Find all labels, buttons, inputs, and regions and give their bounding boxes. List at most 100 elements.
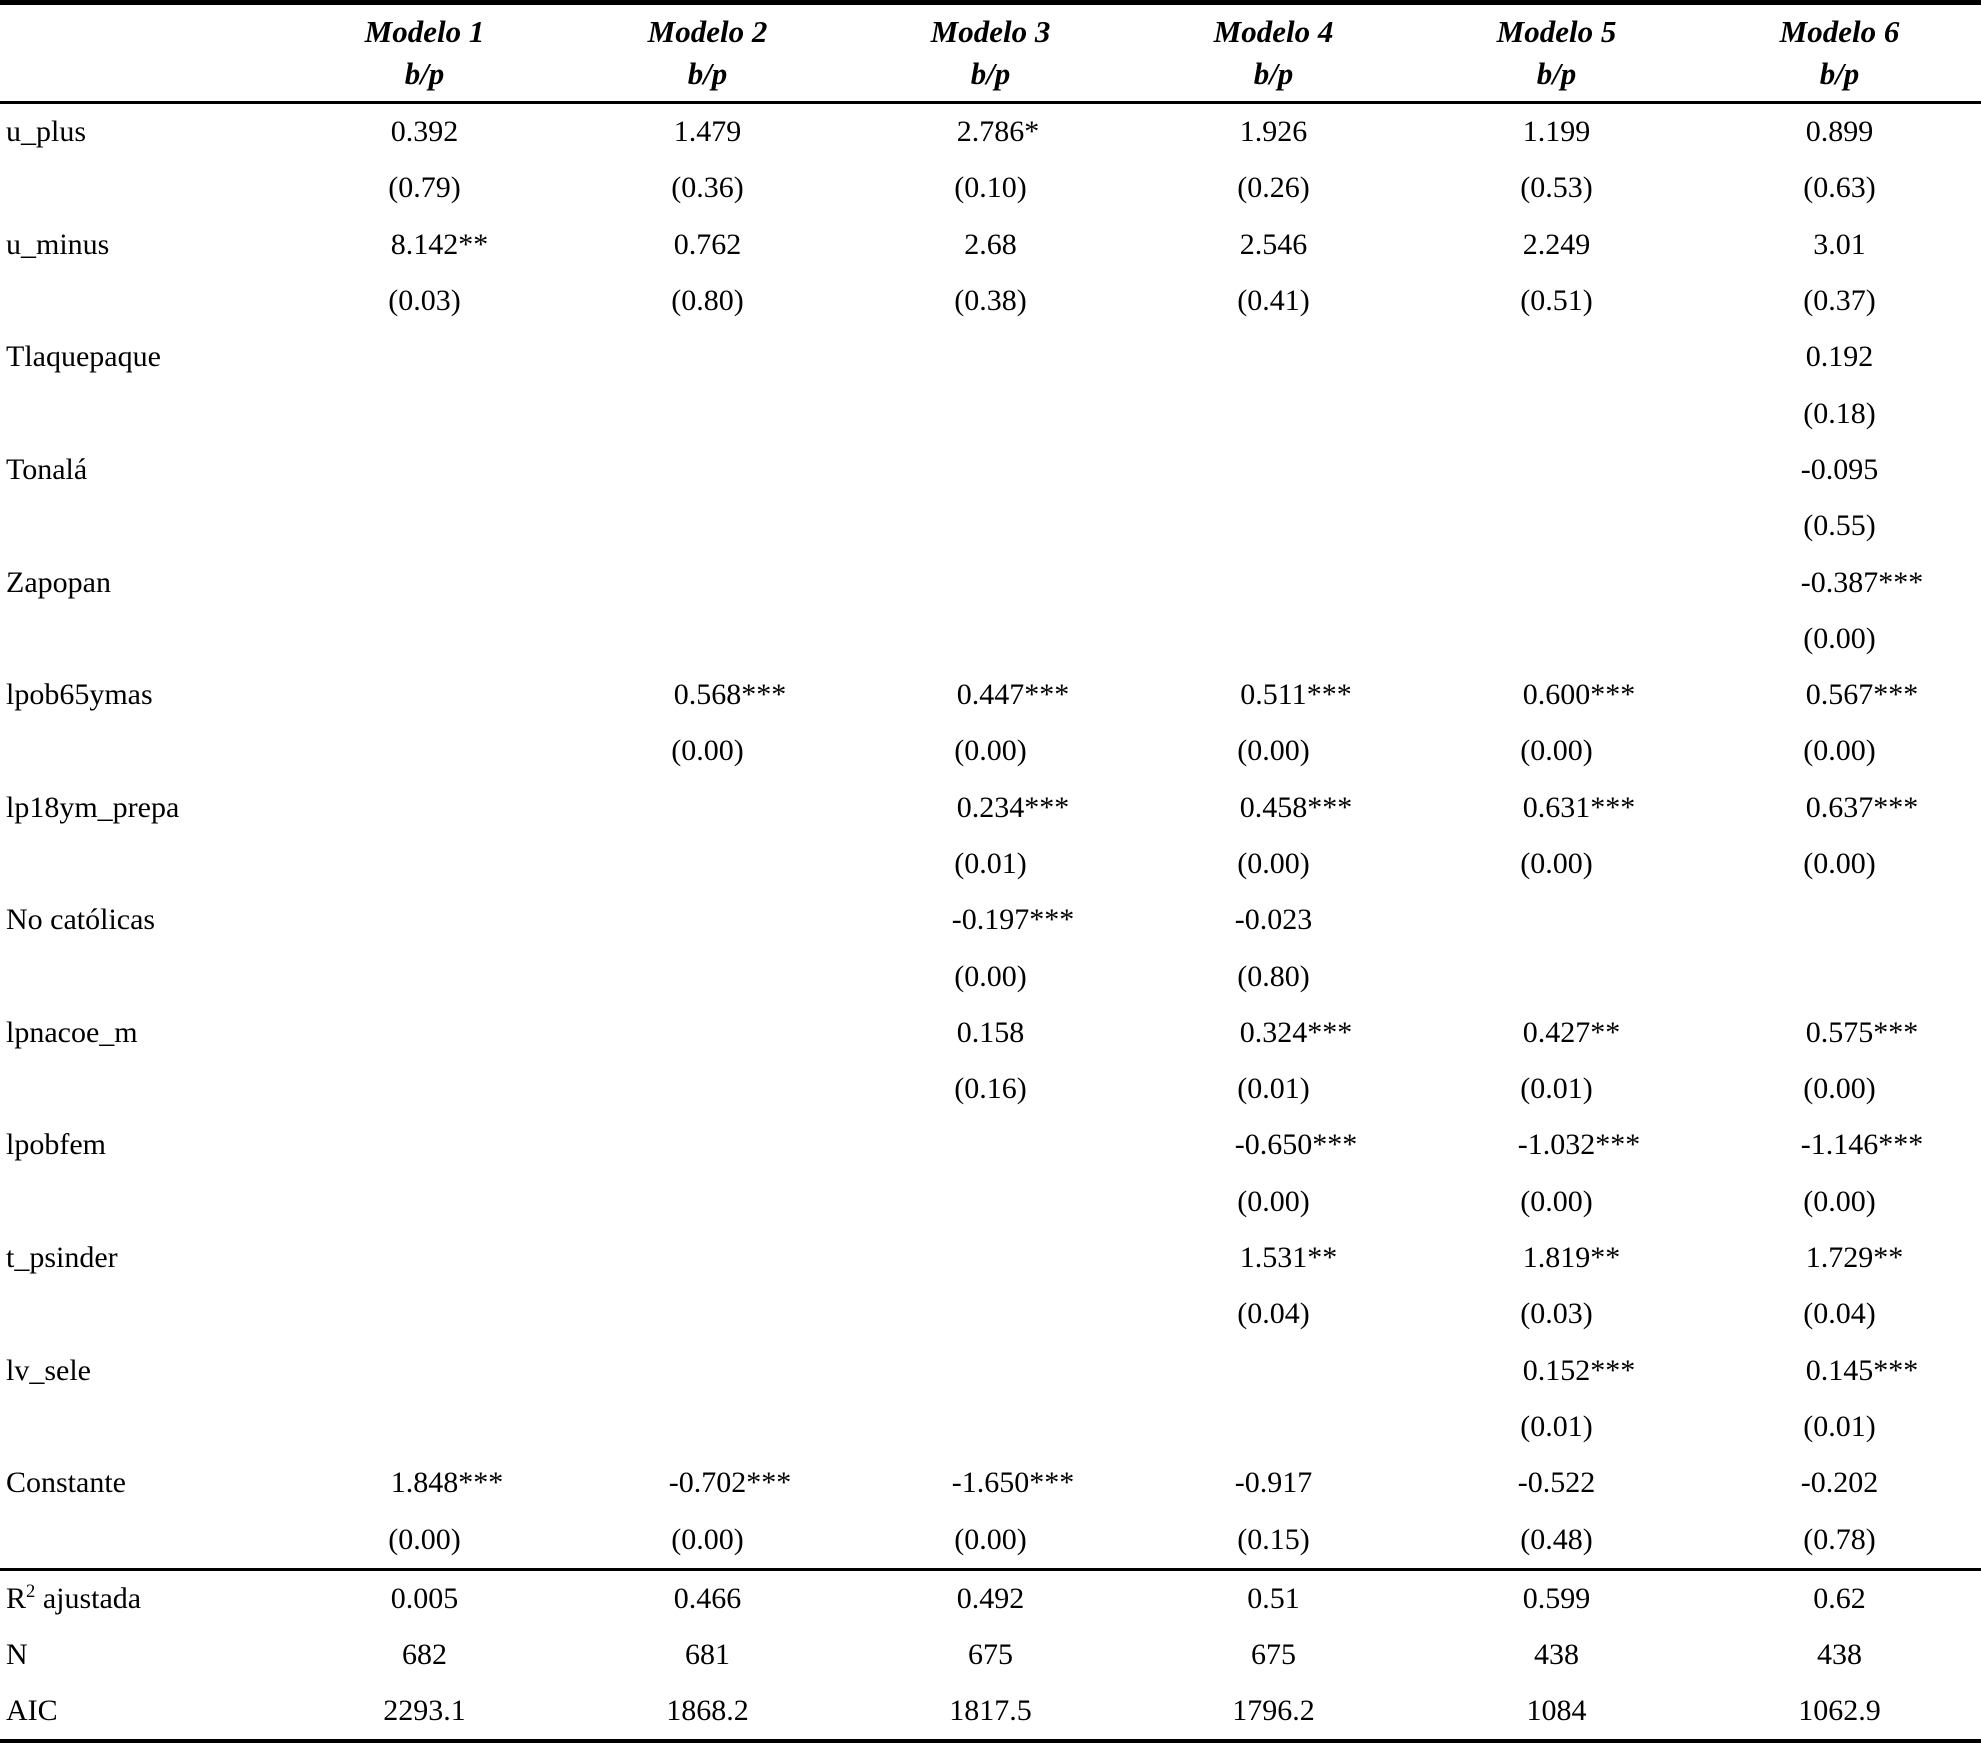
coefficient-cell: 0.511 *** <box>1132 667 1415 723</box>
pvalue-cell <box>1132 611 1415 667</box>
value-with-stars: 2.786 * <box>956 115 1040 149</box>
pvalue-cell: (0.78) <box>1803 1522 1876 1556</box>
column-header-model-3: Modelo 3 b/p <box>849 2 1132 104</box>
coefficient-cell: 0.637 *** <box>1698 780 1981 836</box>
coefficient-cell: 0.899 <box>1805 115 1874 149</box>
value-with-stars: -0.650 *** <box>1234 1128 1358 1162</box>
variable-pvalue-row: (0.00) (0.00) (0.00) (0.15) (0.48) (0.78) <box>0 1511 1981 1569</box>
value-with-stars: 8.142 ** <box>390 227 489 261</box>
coefficient-cell: 0.600 *** <box>1415 667 1698 723</box>
coefficient-cell <box>566 892 849 948</box>
pvalue-cell <box>283 1286 566 1342</box>
row-label: lpob65ymas <box>6 678 153 712</box>
pvalue-cell <box>566 1174 849 1230</box>
row-label <box>0 611 283 667</box>
pvalue-cell: (0.18) <box>1803 396 1876 430</box>
pvalue-cell: (0.36) <box>671 171 744 205</box>
pvalue-cell <box>849 611 1132 667</box>
coefficient-cell: -0.650 *** <box>1132 1117 1415 1173</box>
variable-pvalue-row: (0.01) (0.00) (0.00) (0.00) <box>0 836 1981 892</box>
significance-stars: *** <box>741 678 787 712</box>
value-with-stars: 0.152 *** <box>1522 1353 1636 1387</box>
row-label <box>0 836 283 892</box>
column-header-model-4: Modelo 4 b/p <box>1132 2 1415 104</box>
coefficient-cell <box>1415 554 1698 610</box>
coefficient-cell: 2.68 <box>964 227 1017 261</box>
coefficient-cell: 0.192 <box>1805 340 1874 374</box>
row-label <box>0 385 283 441</box>
value-with-stars: -0.387 *** <box>1800 565 1924 599</box>
coefficient-cell: 2.786 * <box>849 103 1132 161</box>
coefficient-cell: 0.152 *** <box>1415 1343 1698 1399</box>
row-label <box>0 1511 283 1569</box>
coefficient-cell <box>283 780 566 836</box>
pvalue-cell: (0.01) <box>1237 1072 1310 1106</box>
pvalue-cell <box>566 1286 849 1342</box>
variable-coef-row: lpob65ymas 0.568 *** 0.447 *** 0.511 *** 0.600 *… <box>0 667 1981 723</box>
pvalue-cell <box>1698 948 1981 1004</box>
significance-stars: *** <box>1873 1015 1919 1049</box>
pvalue-cell <box>283 498 566 554</box>
pvalue-cell: (0.00) <box>954 1522 1027 1556</box>
value-with-stars: 0.234 *** <box>956 790 1070 824</box>
coefficient-cell <box>283 442 566 498</box>
coefficient-cell <box>566 554 849 610</box>
stat-value-cell: 682 <box>402 1637 447 1671</box>
variable-pvalue-row: (0.01) (0.01) <box>0 1399 1981 1455</box>
coefficient-cell: 0.447 *** <box>849 667 1132 723</box>
model-subheader: b/p <box>1536 56 1577 91</box>
row-label <box>0 1399 283 1455</box>
model-subheader: b/p <box>687 56 728 91</box>
pvalue-cell: (0.01) <box>954 847 1027 880</box>
pvalue-cell: (0.00) <box>1237 1184 1310 1218</box>
pvalue-cell: (0.00) <box>1520 734 1593 768</box>
coefficient-cell: 1.479 <box>673 115 742 149</box>
coefficient-cell: -0.202 <box>1800 1466 1879 1500</box>
coefficient-cell <box>1415 329 1698 385</box>
model-subheader: b/p <box>970 56 1011 91</box>
coefficient-cell: 1.729 ** <box>1698 1230 1981 1286</box>
variable-coef-row: u_minus 8.142 ** 0.762 2.68 2.546 2.249 3.01 <box>0 217 1981 273</box>
coefficient-cell <box>283 1117 566 1173</box>
pvalue-cell: (0.80) <box>1237 959 1310 993</box>
coefficient-cell <box>283 1343 566 1399</box>
value-with-stars: 0.447 *** <box>956 678 1070 712</box>
stat-value-cell: 681 <box>685 1637 730 1671</box>
coefficient-cell <box>566 329 849 385</box>
pvalue-cell: (0.38) <box>954 284 1027 318</box>
row-label: lpnacoe_m <box>6 1015 138 1049</box>
pvalue-cell <box>283 385 566 441</box>
variable-coef-row: Zapopan -0.387 *** <box>0 554 1981 610</box>
coefficient-cell <box>283 1005 566 1061</box>
model-name: Modelo 1 <box>364 14 485 49</box>
coefficient-cell <box>566 780 849 836</box>
value-with-stars: -1.032 *** <box>1517 1128 1641 1162</box>
model-name: Modelo 6 <box>1779 14 1900 49</box>
pvalue-cell: (0.01) <box>1520 1409 1593 1443</box>
stats-row: N 682 681 675 675 438 438 <box>0 1627 1981 1683</box>
pvalue-cell <box>283 1061 566 1117</box>
row-label <box>0 723 283 779</box>
column-header-model-6: Modelo 6 b/p <box>1698 2 1981 104</box>
pvalue-cell: (0.00) <box>1803 1072 1876 1106</box>
pvalue-cell <box>283 611 566 667</box>
coefficient-cell: 2.546 <box>1239 227 1308 261</box>
row-label: lp18ym_prepa <box>6 790 180 824</box>
pvalue-cell: (0.00) <box>1803 734 1876 768</box>
pvalue-cell <box>283 948 566 1004</box>
pvalue-cell: (0.26) <box>1237 171 1310 205</box>
model-subheader: b/p <box>1253 56 1294 91</box>
coefficient-cell: 0.568 *** <box>566 667 849 723</box>
row-label <box>0 1174 283 1230</box>
value-with-stars: 0.458 *** <box>1239 790 1353 824</box>
coefficient-cell: -0.522 <box>1517 1466 1596 1500</box>
stat-value-cell: 438 <box>1534 1637 1579 1671</box>
pvalue-cell: (0.55) <box>1803 509 1876 543</box>
significance-stars: *** <box>746 1466 792 1500</box>
variable-pvalue-row: (0.00) (0.00) (0.00) (0.00) (0.00) <box>0 723 1981 779</box>
pvalue-cell: (0.51) <box>1520 284 1593 318</box>
significance-stars: *** <box>1029 1466 1075 1500</box>
value-with-stars: 0.600 *** <box>1522 678 1636 712</box>
coefficient-cell: -1.650 *** <box>849 1455 1132 1511</box>
